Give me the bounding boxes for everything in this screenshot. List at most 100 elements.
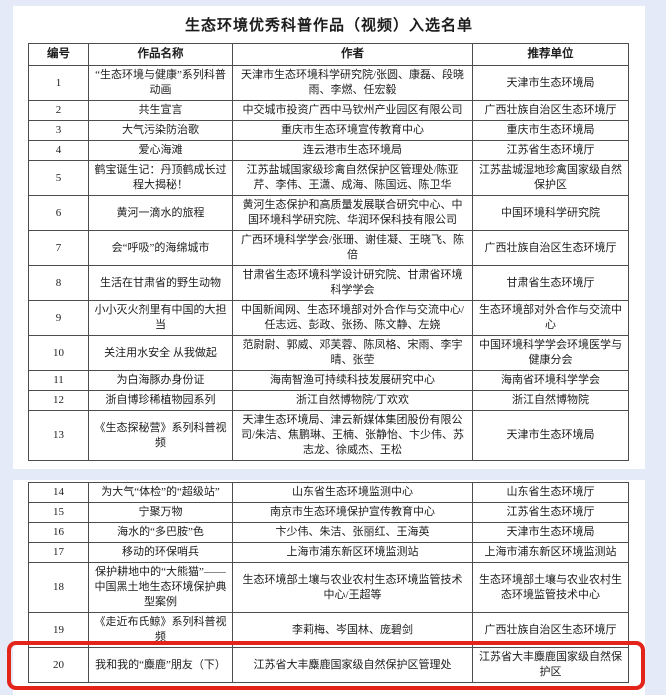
cell-work-title: 大气污染防治歌 <box>88 120 233 141</box>
cell-recommending-unit: 江苏省生态环境厅 <box>472 140 629 161</box>
cell-number: 3 <box>28 120 89 141</box>
cell-work-title: 移动的环保哨兵 <box>88 542 233 563</box>
cell-recommending-unit: 广西壮族自治区生态环境厅 <box>472 100 629 121</box>
cell-recommending-unit: 重庆市生态环境局 <box>472 120 629 141</box>
cell-number: 20 <box>28 647 89 683</box>
header-number: 编号 <box>28 43 89 66</box>
cell-number: 18 <box>28 562 89 613</box>
cell-author: 连云港市生态环境局 <box>232 140 473 161</box>
cell-recommending-unit: 浙江自然博物院 <box>472 390 629 411</box>
cell-work-title: 小小灭火剂里有中国的大担当 <box>88 300 233 336</box>
cell-number: 9 <box>28 300 89 336</box>
cell-recommending-unit: 天津市生态环境局 <box>472 522 629 543</box>
cell-work-title: 我和我的“麋鹿”朋友（下） <box>88 647 233 683</box>
table-header-row: 编号 作品名称 作者 推荐单位 <box>28 43 629 66</box>
cell-recommending-unit: 天津市生态环境局 <box>472 65 629 101</box>
page-title: 生态环境优秀科普作品（视频）入选名单 <box>184 18 473 34</box>
table-row: 10 关注用水安全 从我做起 范尉尉、郭威、邓芙蓉、陈凤格、宋雨、李宇晴、张茔 … <box>28 335 629 371</box>
cell-author: 范尉尉、郭威、邓芙蓉、陈凤格、宋雨、李宇晴、张茔 <box>232 335 473 371</box>
cell-author: 天津生态环境局、津云新媒体集团股份有限公司/朱洁、焦鹏琳、王楠、张静怡、卞少伟、… <box>232 410 473 461</box>
cell-recommending-unit: 江苏盐城湿地珍禽国家级自然保护区 <box>472 160 629 196</box>
table-row: 18 保护耕地中的“大熊猫”——中国黑土地生态环境保护典型案例 生态环境部土壤与… <box>28 562 629 613</box>
cell-recommending-unit: 江苏省生态环境厅 <box>472 502 629 523</box>
cell-recommending-unit: 天津市生态环境局 <box>472 410 629 461</box>
cell-author: 李莉梅、岑国林、庞碧剑 <box>232 612 473 648</box>
cell-author: 江苏盐城国家级珍禽自然保护区管理处/陈亚芹、李伟、王潇、成海、陈国远、陈卫华 <box>232 160 473 196</box>
cell-author: 海南智渔可持续科技发展研究中心 <box>232 370 473 391</box>
table-row: 8 生活在甘肃省的野生动物 甘肃省生态环境科学设计研究院、甘肃省环境科学学会 甘… <box>28 265 629 301</box>
cell-work-title: 《走近布氏鲸》系列科普视频 <box>88 612 233 648</box>
cell-work-title: 《生态探秘营》系列科普视频 <box>88 410 233 461</box>
table-row: 6 黄河一滴水的旅程 黄河生态保护和高质量发展联合研究中心、中国环境科学研究院、… <box>28 195 629 231</box>
cell-number: 5 <box>28 160 89 196</box>
cell-work-title: 关注用水安全 从我做起 <box>88 335 233 371</box>
cell-number: 11 <box>28 370 89 391</box>
cell-recommending-unit: 海南省环境科学学会 <box>472 370 629 391</box>
cell-work-title: 爱心海滩 <box>88 140 233 161</box>
table-row: 12 浙自博珍稀植物园系列 浙江自然博物院/丁欢欢 浙江自然博物院 <box>28 390 629 411</box>
cell-recommending-unit: 中国环境科学学会环境医学与健康分会 <box>472 335 629 371</box>
cell-author: 广西环境科学学会/张珊、谢佳凝、王晓飞、陈倍 <box>232 230 473 266</box>
header-author: 作者 <box>232 43 473 66</box>
cell-recommending-unit: 上海市浦东新区环境监测站 <box>472 542 629 563</box>
table-row: 11 为白海豚办身份证 海南智渔可持续科技发展研究中心 海南省环境科学学会 <box>28 370 629 391</box>
cell-author: 中交城市投资广西中马钦州产业园区有限公司 <box>232 100 473 121</box>
table-row: 14 为大气“体检”的“超级站” 山东省生态环境监测中心 山东省生态环境厅 <box>28 482 629 503</box>
cell-author: 江苏省大丰麋鹿国家级自然保护区管理处 <box>232 647 473 683</box>
cell-recommending-unit: 广西壮族自治区生态环境厅 <box>472 230 629 266</box>
header-work-title: 作品名称 <box>88 43 233 66</box>
cell-number: 12 <box>28 390 89 411</box>
header-recommending-unit: 推荐单位 <box>472 43 629 66</box>
cell-author: 山东省生态环境监测中心 <box>232 482 473 503</box>
cell-recommending-unit: 江苏省大丰麋鹿国家级自然保护区 <box>472 647 629 683</box>
results-table-lower: 14 为大气“体检”的“超级站” 山东省生态环境监测中心 山东省生态环境厅 15… <box>28 482 629 683</box>
cell-author: 卞少伟、朱洁、张丽红、王海英 <box>232 522 473 543</box>
table-row: 13 《生态探秘营》系列科普视频 天津生态环境局、津云新媒体集团股份有限公司/朱… <box>28 410 629 461</box>
table-row: 7 会“呼吸”的海绵城市 广西环境科学学会/张珊、谢佳凝、王晓飞、陈倍 广西壮族… <box>28 230 629 266</box>
cell-number: 2 <box>28 100 89 121</box>
cell-work-title: 鹤宝诞生记：丹顶鹤成长过程大揭秘！ <box>88 160 233 196</box>
cell-work-title: 会“呼吸”的海绵城市 <box>88 230 233 266</box>
results-table-upper: 编号 作品名称 作者 推荐单位 1 “生态环境与健康”系列科普动画 天津市生态环… <box>28 43 629 461</box>
table-row: 17 移动的环保哨兵 上海市浦东新区环境监测站 上海市浦东新区环境监测站 <box>28 542 629 563</box>
cell-author: 天津市生态环境科学研究院/张圆、康磊、段晓雨、李燃、任宏毅 <box>232 65 473 101</box>
cell-number: 4 <box>28 140 89 161</box>
cell-author: 黄河生态保护和高质量发展联合研究中心、中国环境科学研究院、华润环保科技有限公司 <box>232 195 473 231</box>
cell-work-title: 海水的“多巴胺”色 <box>88 522 233 543</box>
cell-number: 14 <box>28 482 89 503</box>
sheet-gap <box>13 469 645 480</box>
cell-work-title: 为白海豚办身份证 <box>88 370 233 391</box>
cell-number: 7 <box>28 230 89 266</box>
cell-work-title: 黄河一滴水的旅程 <box>88 195 233 231</box>
cell-work-title: 生活在甘肃省的野生动物 <box>88 265 233 301</box>
cell-number: 6 <box>28 195 89 231</box>
cell-recommending-unit: 甘肃省生态环境厅 <box>472 265 629 301</box>
table-row: 19 《走近布氏鲸》系列科普视频 李莉梅、岑国林、庞碧剑 广西壮族自治区生态环境… <box>28 612 629 648</box>
table-row: 4 爱心海滩 连云港市生态环境局 江苏省生态环境厅 <box>28 140 629 161</box>
cell-work-title: 保护耕地中的“大熊猫”——中国黑土地生态环境保护典型案例 <box>88 562 233 613</box>
table-row: 3 大气污染防治歌 重庆市生态环境宣传教育中心 重庆市生态环境局 <box>28 120 629 141</box>
table-row: 1 “生态环境与健康”系列科普动画 天津市生态环境科学研究院/张圆、康磊、段晓雨… <box>28 65 629 101</box>
cell-author: 上海市浦东新区环境监测站 <box>232 542 473 563</box>
cell-number: 15 <box>28 502 89 523</box>
cell-recommending-unit: 广西壮族自治区生态环境厅 <box>472 612 629 648</box>
cell-recommending-unit: 中国环境科学研究院 <box>472 195 629 231</box>
cell-author: 甘肃省生态环境科学设计研究院、甘肃省环境科学学会 <box>232 265 473 301</box>
cell-author: 浙江自然博物院/丁欢欢 <box>232 390 473 411</box>
table-row: 16 海水的“多巴胺”色 卞少伟、朱洁、张丽红、王海英 天津市生态环境局 <box>28 522 629 543</box>
cell-number: 13 <box>28 410 89 461</box>
document-sheet-bottom: 14 为大气“体检”的“超级站” 山东省生态环境监测中心 山东省生态环境厅 15… <box>13 480 645 695</box>
table-row: 9 小小灭火剂里有中国的大担当 中国新闻网、生态环境部对外合作与交流中心/任志远… <box>28 300 629 336</box>
cell-number: 8 <box>28 265 89 301</box>
cell-number: 16 <box>28 522 89 543</box>
document-sheet-top: 生态环境优秀科普作品（视频）入选名单 编号 作品名称 作者 推荐单位 1 “生态… <box>13 6 645 469</box>
table-row: 20 我和我的“麋鹿”朋友（下） 江苏省大丰麋鹿国家级自然保护区管理处 江苏省大… <box>28 647 629 683</box>
cell-author: 中国新闻网、生态环境部对外合作与交流中心/任志远、彭政、张扬、陈文静、左娆 <box>232 300 473 336</box>
cell-recommending-unit: 生态环境部对外合作与交流中心 <box>472 300 629 336</box>
cell-number: 10 <box>28 335 89 371</box>
cell-author: 南京市生态环境保护宣传教育中心 <box>232 502 473 523</box>
cell-recommending-unit: 生态环境部土壤与农业农村生态环境监管技术中心 <box>472 562 629 613</box>
cell-author: 生态环境部土壤与农业农村生态环境监管技术中心/王超等 <box>232 562 473 613</box>
cell-number: 1 <box>28 65 89 101</box>
